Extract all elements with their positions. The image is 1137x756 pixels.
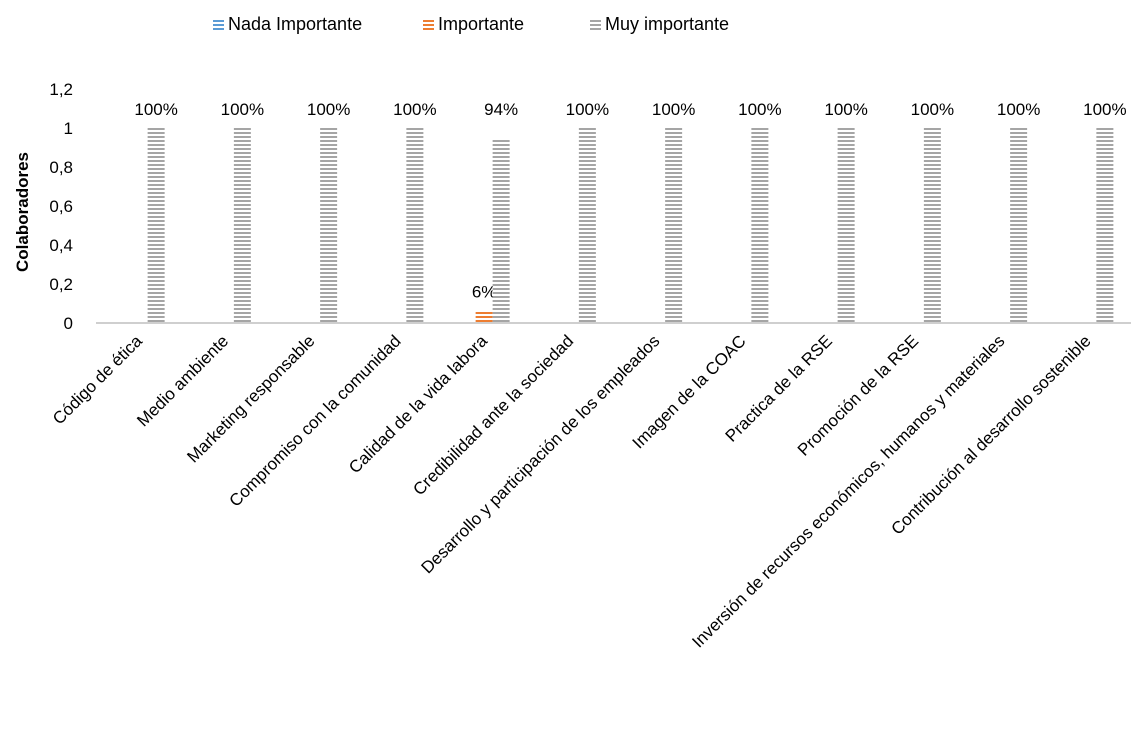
legend-label: Importante	[438, 14, 524, 34]
bars: 100% 100% 100% 100% 6% 94% 100% 100% 100% 100% 100…	[134, 100, 1127, 323]
y-tick-label: 0,2	[49, 275, 73, 294]
x-tick-label: Medio ambiente	[133, 331, 232, 430]
y-tick-label: 0,8	[49, 158, 73, 177]
legend-label: Nada Importante	[228, 14, 362, 34]
data-label: 100%	[652, 100, 695, 119]
bar	[492, 139, 510, 323]
data-label: 100%	[1083, 100, 1126, 119]
data-label: 94%	[484, 100, 518, 119]
x-tick-label: Código de ética	[49, 331, 146, 428]
y-tick-label: 1,2	[49, 80, 73, 99]
bar	[837, 128, 855, 323]
y-tick-label: 0,4	[49, 236, 73, 255]
bar	[1096, 128, 1114, 323]
legend-item: Nada Importante	[213, 14, 362, 34]
x-tick-label: Credibilidad ante la sociedad	[409, 331, 577, 499]
x-tick-label: Inversión de recursos económicos, humano…	[688, 331, 1008, 651]
y-tick-label: 0	[64, 314, 73, 333]
legend-label: Muy importante	[605, 14, 729, 34]
bar	[923, 128, 941, 323]
legend-swatch	[213, 19, 224, 30]
bar	[475, 311, 493, 323]
bar	[320, 128, 338, 323]
x-tick-label: Calidad de la vida labora	[345, 331, 491, 477]
y-tick-label: 1	[64, 119, 73, 138]
bar	[665, 128, 683, 323]
bar	[578, 128, 596, 323]
y-tick-label: 0,6	[49, 197, 73, 216]
legend-swatch	[423, 19, 434, 30]
bar	[1010, 128, 1028, 323]
bar	[147, 128, 165, 323]
legend-swatch	[590, 19, 601, 30]
data-label: 100%	[911, 100, 954, 119]
x-tick-label: Compromiso con la comunidad	[226, 331, 405, 510]
bar	[233, 128, 251, 323]
data-label: 100%	[393, 100, 436, 119]
data-label: 100%	[134, 100, 177, 119]
bar	[751, 128, 769, 323]
data-label: 100%	[221, 100, 264, 119]
data-label: 100%	[997, 100, 1040, 119]
data-label: 6%	[472, 282, 497, 301]
data-label: 100%	[738, 100, 781, 119]
legend-item: Importante	[423, 14, 524, 34]
legend: Nada Importante Importante Muy importante	[213, 14, 729, 34]
bar	[406, 128, 424, 323]
legend-item: Muy importante	[590, 14, 729, 34]
y-axis-title: Colaboradores	[13, 152, 32, 272]
data-label: 100%	[307, 100, 350, 119]
x-tick-label: Contribución al desarrollo sostenible	[887, 331, 1094, 538]
data-label: 100%	[824, 100, 867, 119]
y-axis: 0 0,2 0,4 0,6 0,8 1 1,2	[49, 80, 73, 333]
data-label: 100%	[566, 100, 609, 119]
